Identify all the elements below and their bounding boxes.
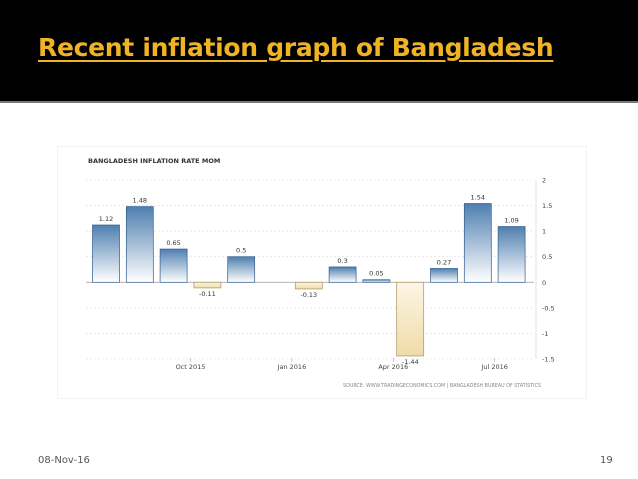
y-tick-label: 1.5 (542, 202, 552, 210)
slide-header (0, 0, 638, 101)
y-tick-label: 0.5 (542, 253, 552, 261)
bar (294, 281, 323, 290)
bar-data-label: 1.09 (504, 217, 518, 225)
bar (396, 281, 425, 357)
bar (125, 206, 154, 283)
bar (328, 266, 357, 283)
x-tick-label: Apr 2016 (378, 363, 408, 371)
header-divider (0, 101, 638, 103)
bar-data-label: 1.12 (99, 215, 113, 223)
bar (227, 256, 256, 283)
inflation-chart: BANGLADESH INFLATION RATE MOM 1.12 1.48 0.… (58, 147, 586, 398)
bar (92, 224, 120, 283)
bar-data-label: -0.13 (300, 291, 317, 299)
bar-data-label: -0.11 (199, 290, 216, 298)
y-tick-label: 1 (542, 228, 546, 236)
bar-data-label: 0.5 (236, 247, 246, 255)
bar (362, 279, 391, 283)
bar (463, 203, 492, 283)
bar (159, 248, 188, 283)
bar (430, 268, 458, 283)
y-tick-label: -0.5 (542, 304, 555, 312)
x-tick-label: Jan 2016 (277, 363, 307, 371)
bar-data-label: 0.65 (166, 239, 180, 247)
bar-data-label: 1.48 (133, 197, 147, 205)
y-tick-label: -1 (542, 330, 548, 338)
bar-data-label: 0.3 (337, 257, 347, 265)
slide-title: Recent inflation graph of Bangladesh (38, 33, 554, 62)
x-tick-label: Jul 2016 (480, 363, 507, 371)
y-tick-label: 2 (542, 177, 546, 185)
chart-canvas: BANGLADESH INFLATION RATE MOM 1.12 1.48 0.… (86, 157, 555, 389)
bar (193, 281, 222, 289)
chart-title: BANGLADESH INFLATION RATE MOM (88, 157, 220, 165)
y-tick-label: -1.5 (542, 356, 555, 364)
chart-source: SOURCE: WWW.TRADINGECONOMICS.COM | BANGL… (343, 383, 541, 389)
bar-data-label: 0.27 (437, 258, 451, 266)
slide-page-number: 19 (600, 455, 613, 466)
x-tick-label: Oct 2015 (176, 363, 206, 371)
bar-data-label: 0.05 (369, 270, 383, 278)
bar (497, 226, 526, 283)
bar-data-label: 1.54 (471, 194, 485, 202)
slide-date: 08-Nov-16 (38, 455, 90, 466)
bar-data-label: -1.44 (402, 358, 419, 366)
y-tick-label: 0 (542, 279, 546, 287)
